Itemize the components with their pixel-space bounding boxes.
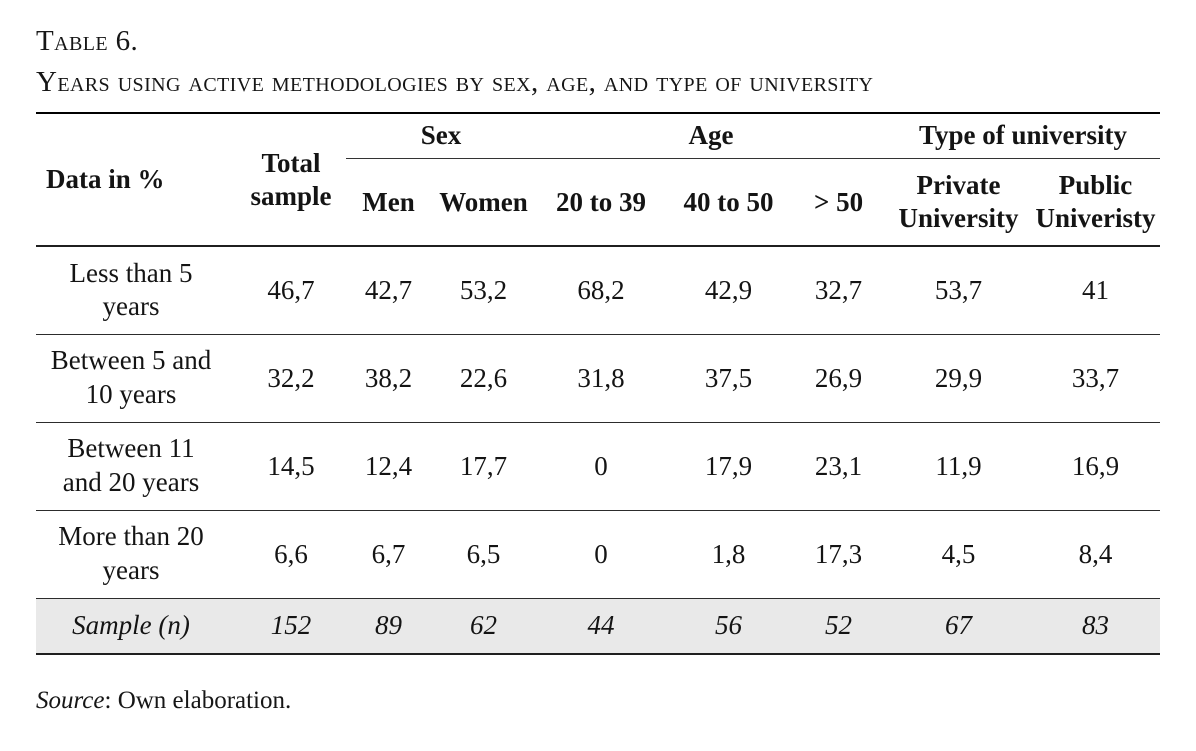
cell-value: 4,5	[886, 510, 1032, 599]
cell-value: 32,2	[236, 334, 346, 423]
cell-value: 8,4	[1031, 510, 1161, 599]
column-header-women: Women	[431, 158, 536, 247]
cell-value: 52	[825, 610, 853, 641]
source-label: Source	[36, 687, 105, 714]
cell-value: 56	[715, 610, 742, 641]
row-label: Between 5 and 10 years	[36, 334, 236, 423]
cell-value: 53,7	[886, 246, 1032, 335]
cell-value: 11,9	[886, 422, 1032, 511]
row-label: More than 20 years	[36, 510, 236, 599]
table-row-less-than-5-years: Less than 5 years 46,7 42,7 53,2 68,2 42…	[36, 246, 1161, 335]
cell-value: 67	[945, 610, 973, 641]
cell-value: 23,1	[791, 422, 887, 511]
table-caption-title: Years using active methodologies by sex,…	[36, 66, 874, 98]
cell-value: 38,2	[346, 334, 431, 423]
cell-value: 31,8	[536, 334, 666, 423]
cell-value: 17,9	[666, 422, 791, 511]
cell-value: 33,7	[1031, 334, 1161, 423]
cell-value: 17,3	[791, 510, 887, 599]
cell-value: 62	[470, 610, 497, 641]
group-header-type-of-university: Type of university	[886, 113, 1161, 159]
cell-value: 6,7	[346, 510, 431, 599]
table-row-between-5-and-10-years: Between 5 and 10 years 32,2 38,2 22,6 31…	[36, 334, 1161, 423]
cell-value: 41	[1031, 246, 1161, 335]
group-header-age: Age	[536, 113, 887, 159]
row-label: Less than 5 years	[36, 246, 236, 335]
cell-value: 42,7	[346, 246, 431, 335]
table-row-more-than-20-years: More than 20 years 6,6 6,7 6,5 0 1,8 17,…	[36, 510, 1161, 599]
cell-value: 42,9	[666, 246, 791, 335]
cell-value: 46,7	[236, 246, 346, 335]
data-table: Data in % Total sample Sex Age Type of u…	[36, 112, 1161, 655]
cell-value: 22,6	[431, 334, 536, 423]
cell-value: 17,7	[431, 422, 536, 511]
source-note: Source: Own elaboration.	[36, 687, 1166, 715]
header-sub-row: Men Women 20 to 39 40 to 50 > 50 Private…	[36, 158, 1161, 247]
column-header-40-to-50: 40 to 50	[666, 158, 791, 247]
table-number-title: Table 6.	[36, 25, 139, 57]
group-header-sex: Sex	[346, 113, 536, 159]
cell-value: 53,2	[431, 246, 536, 335]
cell-value: 83	[1082, 610, 1110, 641]
cell-value: 16,9	[1031, 422, 1161, 511]
table-row-between-11-and-20-years: Between 11 and 20 years 14,5 12,4 17,7 0…	[36, 422, 1161, 511]
column-header-total-sample: Total sample	[236, 113, 346, 247]
cell-value: 14,5	[236, 422, 346, 511]
cell-value: 26,9	[791, 334, 887, 423]
cell-value: 6,6	[236, 510, 346, 599]
cell-value: 152	[270, 610, 312, 641]
column-header-public-university: Public Univeristy	[1031, 158, 1161, 247]
cell-value: 0	[536, 422, 666, 511]
row-label: Sample (n)	[72, 609, 190, 640]
header-group-row: Data in % Total sample Sex Age Type of u…	[36, 113, 1161, 247]
cell-value: 32,7	[791, 246, 887, 335]
row-label: Between 11 and 20 years	[36, 422, 236, 511]
source-text: : Own elaboration.	[104, 687, 292, 714]
cell-value: 6,5	[431, 510, 536, 599]
column-header-over-50: > 50	[791, 158, 887, 247]
sample-row: Sample (n) 152 89 62 44 56 52 67 83	[36, 598, 1161, 654]
cell-value: 12,4	[346, 422, 431, 511]
cell-value: 68,2	[536, 246, 666, 335]
column-header-private-university: Private University	[886, 158, 1032, 247]
cell-value: 44	[587, 610, 615, 641]
column-header-20-to-39: 20 to 39	[536, 158, 666, 247]
cell-value: 0	[536, 510, 666, 599]
column-header-data-in-percent: Data in %	[36, 113, 236, 247]
column-header-men: Men	[346, 158, 431, 247]
cell-value: 1,8	[666, 510, 791, 599]
cell-value: 29,9	[886, 334, 1032, 423]
cell-value: 89	[375, 610, 402, 641]
cell-value: 37,5	[666, 334, 791, 423]
